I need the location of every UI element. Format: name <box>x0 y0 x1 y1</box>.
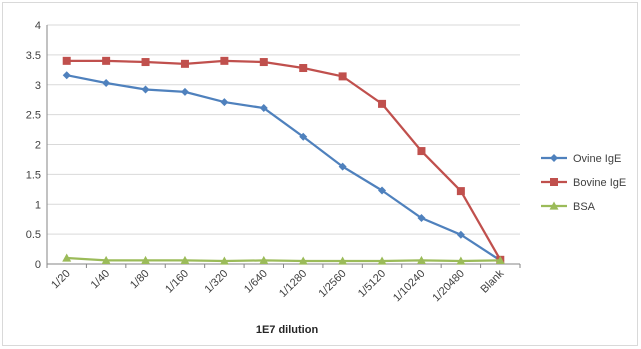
data-point <box>220 98 229 107</box>
data-point <box>180 255 190 265</box>
data-point <box>259 104 268 113</box>
data-point <box>141 255 151 265</box>
data-point <box>338 162 347 171</box>
data-point <box>259 58 268 67</box>
legend-item: Ovine IgE <box>541 153 621 165</box>
data-point <box>62 253 72 262</box>
data-point <box>102 78 111 87</box>
data-point <box>298 256 308 265</box>
y-tick-label: 4 <box>35 20 41 32</box>
data-point <box>338 72 347 81</box>
y-tick-label: 2 <box>35 140 41 152</box>
x-tick-label: 1/320 <box>203 268 231 296</box>
legend-marker <box>550 154 558 162</box>
data-point <box>141 85 150 94</box>
data-point <box>456 230 465 239</box>
x-tick-label: 1/160 <box>163 268 191 296</box>
data-point <box>456 256 466 265</box>
data-point <box>338 256 348 265</box>
x-axis-ticks: 1/20 1/40 1/80 1/160 1/320 1/640 1/1280 1/2560 1… <box>49 267 507 304</box>
legend-marker <box>550 178 558 186</box>
data-point <box>220 56 229 65</box>
legend: Ovine IgE Bovine IgE BSA <box>541 153 626 213</box>
data-point <box>456 187 465 196</box>
legend-item: Bovine IgE <box>541 177 626 189</box>
series-line <box>66 256 501 263</box>
x-tick-label: 1/20 <box>49 268 73 292</box>
data-point <box>299 64 308 73</box>
legend-marker <box>549 201 559 210</box>
data-point <box>259 255 269 265</box>
data-point <box>62 71 71 80</box>
x-tick-label: 1/20480 <box>430 268 467 305</box>
data-point <box>377 256 387 265</box>
y-tick-label: 1.5 <box>26 169 41 181</box>
x-axis-title: 1E7 dilution <box>256 324 319 336</box>
series-line <box>66 59 502 261</box>
legend-label: BSA <box>573 201 596 213</box>
x-tick-label: Blank <box>478 267 506 295</box>
x-tick-label: 1/640 <box>242 268 270 296</box>
x-tick-label: 1/80 <box>128 268 152 292</box>
data-point <box>219 256 229 265</box>
y-axis-ticks: 0 0.5 1 1.5 2 2.5 3 3.5 4 <box>26 20 41 271</box>
data-point <box>141 58 150 67</box>
series-line <box>66 74 501 262</box>
data-point <box>495 255 505 265</box>
gridlines <box>47 24 520 235</box>
x-tick-label: 1/5120 <box>356 268 388 300</box>
data-point <box>417 147 426 156</box>
legend-item: BSA <box>541 201 596 213</box>
legend-label: Ovine IgE <box>573 153 621 165</box>
series-bovine-ige <box>62 56 505 264</box>
data-point <box>378 186 387 195</box>
legend-label: Bovine IgE <box>573 177 626 189</box>
data-point <box>102 56 111 65</box>
y-tick-label: 3.5 <box>26 50 41 62</box>
data-point <box>62 56 71 65</box>
data-point <box>101 255 111 265</box>
y-tick-label: 3 <box>35 80 41 92</box>
data-point <box>180 59 189 68</box>
data-point <box>416 255 426 265</box>
y-tick-label: 0.5 <box>26 229 41 241</box>
data-point <box>417 213 426 222</box>
series-bsa <box>62 253 505 265</box>
data-point <box>180 87 189 96</box>
y-tick-label: 1 <box>35 199 41 211</box>
data-point <box>299 132 308 141</box>
x-tick-label: 1/10240 <box>391 268 428 305</box>
data-point <box>378 99 387 108</box>
data-series <box>62 56 505 265</box>
x-tick-label: 1/1280 <box>277 268 309 300</box>
axes <box>46 25 521 268</box>
y-tick-label: 2.5 <box>26 110 41 122</box>
y-tick-label: 0 <box>35 259 41 271</box>
x-tick-label: 1/2560 <box>316 268 348 300</box>
x-tick-label: 1/40 <box>89 268 113 292</box>
